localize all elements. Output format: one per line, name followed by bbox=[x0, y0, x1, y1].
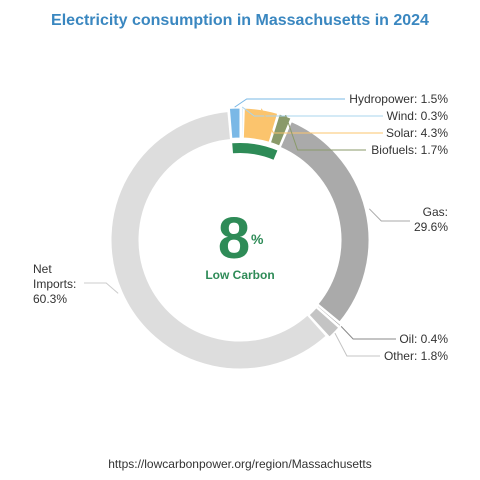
leader-wind bbox=[241, 106, 383, 117]
leader-other bbox=[334, 332, 380, 357]
leader-solar bbox=[260, 108, 383, 134]
low-carbon-caption: Low Carbon bbox=[205, 268, 274, 282]
leader-oil bbox=[340, 326, 396, 340]
leader-gas bbox=[368, 208, 410, 222]
label-solar: Solar: 4.3% bbox=[386, 126, 448, 140]
slice-hydropower bbox=[228, 107, 241, 139]
leader-hydropower bbox=[234, 98, 345, 108]
label-oil: Oil: 0.4% bbox=[399, 332, 448, 346]
label-other: Other: 1.8% bbox=[384, 349, 448, 363]
low-carbon-arc bbox=[232, 143, 278, 160]
low-carbon-value: 8 bbox=[218, 206, 250, 271]
label-hydropower: Hydropower: 1.5% bbox=[349, 92, 448, 106]
leader-net-imports bbox=[84, 282, 119, 294]
slice-net-imports bbox=[110, 111, 327, 370]
source-url: https://lowcarbonpower.org/region/Massac… bbox=[108, 457, 371, 471]
slice-wind bbox=[240, 107, 244, 139]
slices-group bbox=[110, 107, 370, 370]
leader-lines bbox=[84, 98, 410, 357]
label-net-imports: Net Imports: 60.3% bbox=[33, 262, 76, 306]
slice-oil bbox=[316, 305, 342, 327]
slice-solar bbox=[242, 107, 279, 143]
low-carbon-unit: % bbox=[251, 231, 264, 247]
label-biofuels: Biofuels: 1.7% bbox=[371, 143, 448, 157]
label-gas: Gas: 29.6% bbox=[414, 205, 448, 234]
label-wind: Wind: 0.3% bbox=[387, 109, 449, 123]
chart-title: Electricity consumption in Massachusetts… bbox=[51, 12, 429, 29]
slice-gas bbox=[279, 121, 370, 323]
leader-biofuels bbox=[285, 114, 366, 151]
slice-biofuels bbox=[269, 113, 292, 147]
slice-other bbox=[308, 307, 340, 338]
slice-labels: Hydropower: 1.5% Wind: 0.3% Solar: 4.3% Bio… bbox=[33, 92, 448, 363]
